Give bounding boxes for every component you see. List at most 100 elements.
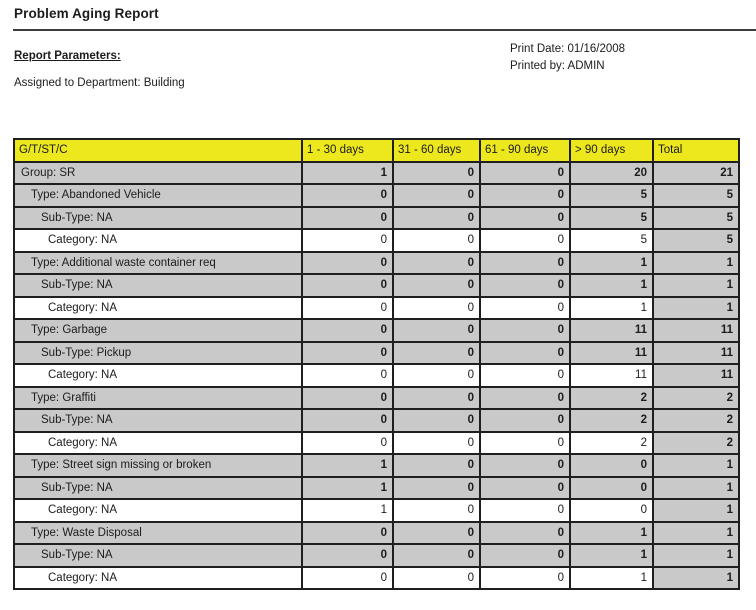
row-label: Category: NA (13, 363, 303, 388)
value-cell: 0 (301, 295, 394, 320)
value-cell: 0 (392, 340, 481, 365)
value-cell: 0 (569, 475, 654, 500)
row-label: Type: Waste Disposal (13, 520, 303, 545)
column-header: > 90 days (569, 138, 654, 163)
row-label: Category: NA (13, 498, 303, 523)
row-label: Sub-Type: NA (13, 205, 303, 230)
total-cell: 5 (652, 228, 740, 253)
value-cell: 0 (392, 430, 481, 455)
value-cell: 0 (301, 340, 394, 365)
row-label: Category: NA (13, 295, 303, 320)
value-cell: 0 (479, 565, 571, 590)
report-table-body: Group: SR 1 0 0 20 21 Type: Abandoned Vehicle 0… (13, 160, 740, 590)
column-header: Total (652, 138, 740, 163)
value-cell: 0 (301, 543, 394, 568)
value-cell: 0 (301, 385, 394, 410)
value-cell: 0 (479, 160, 571, 185)
assigned-to-department: Assigned to Department: Building (14, 77, 185, 89)
row-label: Type: Additional waste container req (13, 250, 303, 275)
total-cell: 11 (652, 363, 740, 388)
total-cell: 21 (652, 160, 740, 185)
total-cell: 11 (652, 318, 740, 343)
table-row: Type: Waste Disposal 0 0 0 1 1 (13, 520, 740, 545)
table-row: Category: NA 0 0 0 1 1 (13, 565, 740, 590)
value-cell: 1 (569, 565, 654, 590)
row-label: Category: NA (13, 228, 303, 253)
row-label: Type: Abandoned Vehicle (13, 183, 303, 208)
value-cell: 0 (479, 520, 571, 545)
table-row: Sub-Type: Pickup 0 0 0 11 11 (13, 340, 740, 365)
value-cell: 1 (569, 543, 654, 568)
row-label: Group: SR (13, 160, 303, 185)
value-cell: 0 (301, 183, 394, 208)
value-cell: 0 (479, 475, 571, 500)
value-cell: 0 (479, 340, 571, 365)
page-title: Problem Aging Report (14, 6, 159, 21)
row-label: Sub-Type: Pickup (13, 340, 303, 365)
value-cell: 20 (569, 160, 654, 185)
table-row: Sub-Type: NA 1 0 0 0 1 (13, 475, 740, 500)
value-cell: 0 (392, 498, 481, 523)
value-cell: 0 (392, 363, 481, 388)
total-cell: 2 (652, 430, 740, 455)
table-row: Type: Street sign missing or broken 1 0 0 0 1 (13, 453, 740, 478)
value-cell: 5 (569, 205, 654, 230)
value-cell: 0 (392, 318, 481, 343)
value-cell: 0 (392, 205, 481, 230)
row-label: Sub-Type: NA (13, 273, 303, 298)
row-label: Category: NA (13, 565, 303, 590)
value-cell: 0 (392, 250, 481, 275)
total-cell: 1 (652, 295, 740, 320)
value-cell: 0 (392, 475, 481, 500)
value-cell: 0 (301, 318, 394, 343)
table-header-row: G/T/ST/C 1 - 30 days 31 - 60 days 61 - 90 d… (13, 138, 740, 163)
table-row: Category: NA 0 0 0 5 5 (13, 228, 740, 253)
value-cell: 1 (301, 475, 394, 500)
total-cell: 2 (652, 408, 740, 433)
value-cell: 0 (301, 273, 394, 298)
total-cell: 1 (652, 273, 740, 298)
value-cell: 0 (479, 363, 571, 388)
value-cell: 0 (569, 453, 654, 478)
value-cell: 0 (301, 250, 394, 275)
value-cell: 0 (392, 160, 481, 185)
total-cell: 1 (652, 565, 740, 590)
total-cell: 1 (652, 250, 740, 275)
total-cell: 2 (652, 385, 740, 410)
value-cell: 0 (301, 205, 394, 230)
table-row: Sub-Type: NA 0 0 0 5 5 (13, 205, 740, 230)
row-label: Category: NA (13, 430, 303, 455)
value-cell: 0 (301, 363, 394, 388)
value-cell: 5 (569, 228, 654, 253)
printed-by: Printed by: ADMIN (510, 60, 605, 72)
table-row: Category: NA 0 0 0 1 1 (13, 295, 740, 320)
value-cell: 0 (392, 228, 481, 253)
table-row: Type: Abandoned Vehicle 0 0 0 5 5 (13, 183, 740, 208)
value-cell: 0 (479, 228, 571, 253)
value-cell: 0 (301, 430, 394, 455)
value-cell: 1 (569, 520, 654, 545)
value-cell: 0 (392, 520, 481, 545)
total-cell: 1 (652, 543, 740, 568)
total-cell: 1 (652, 520, 740, 545)
report-parameters-label: Report Parameters: (14, 50, 121, 62)
table-row: Type: Additional waste container req 0 0 0 1… (13, 250, 740, 275)
value-cell: 1 (569, 273, 654, 298)
table-row: Sub-Type: NA 0 0 0 1 1 (13, 273, 740, 298)
value-cell: 1 (569, 250, 654, 275)
total-cell: 1 (652, 453, 740, 478)
value-cell: 0 (392, 453, 481, 478)
value-cell: 0 (301, 228, 394, 253)
total-cell: 1 (652, 498, 740, 523)
value-cell: 0 (479, 205, 571, 230)
row-label: Sub-Type: NA (13, 543, 303, 568)
value-cell: 0 (479, 498, 571, 523)
value-cell: 0 (301, 408, 394, 433)
value-cell: 0 (301, 565, 394, 590)
table-row: Group: SR 1 0 0 20 21 (13, 160, 740, 185)
value-cell: 5 (569, 183, 654, 208)
print-info: Print Date: 01/16/2008 Printed by: ADMIN (510, 41, 625, 75)
value-cell: 0 (301, 520, 394, 545)
total-cell: 5 (652, 205, 740, 230)
value-cell: 0 (392, 408, 481, 433)
